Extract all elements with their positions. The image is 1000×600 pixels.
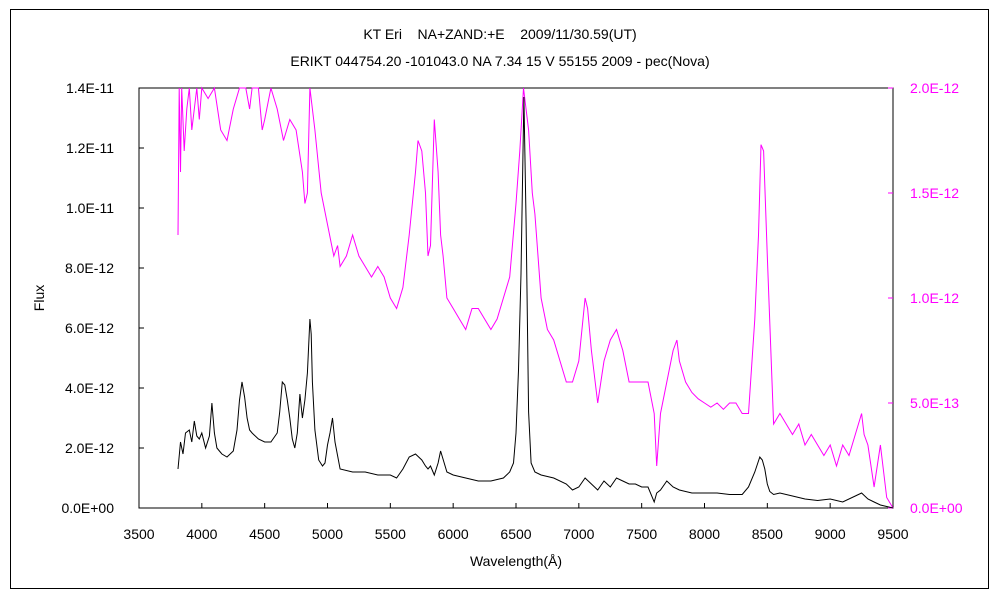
x-tick-label: 5000	[312, 526, 343, 542]
y-axis-ticks: 0.0E+00 2.0E-12 4.0E-12 6.0E-12 8.0E-12 1.0E-…	[61, 80, 144, 516]
y-axis-label: Flux	[31, 285, 47, 311]
y-tick-label: 4.0E-12	[65, 380, 114, 396]
y2-axis-ticks: 0.0E+00 5.0E-13 1.0E-12 1.5E-12 2.0E-12	[888, 80, 963, 516]
x-axis-ticks: 3500 4000 4500 5000 5500 6000 6500 7000 7500 8000…	[123, 503, 909, 542]
y-tick-label: 6.0E-12	[65, 320, 114, 336]
y2-tick-label: 1.5E-12	[910, 185, 959, 201]
x-tick-label: 8500	[752, 526, 783, 542]
x-tick-label: 7000	[563, 526, 594, 542]
x-tick-label: 7500	[626, 526, 657, 542]
x-tick-label: 6000	[438, 526, 469, 542]
chart-subtitle: ERIKT 044754.20 -101043.0 NA 7.34 15 V 5…	[290, 53, 710, 69]
x-tick-label: 5500	[375, 526, 406, 542]
x-tick-label: 4500	[249, 526, 280, 542]
x-tick-label: 3500	[123, 526, 154, 542]
plot-area	[138, 87, 894, 509]
y2-tick-label: 5.0E-13	[910, 395, 959, 411]
y-tick-label: 1.4E-11	[66, 80, 114, 96]
x-tick-label: 4000	[186, 526, 217, 542]
x-tick-label: 6500	[500, 526, 531, 542]
y2-tick-label: 0.0E+00	[910, 500, 963, 516]
y-tick-label: 1.2E-11	[66, 140, 114, 156]
series-line-black	[177, 96, 894, 509]
x-tick-label: 9000	[815, 526, 846, 542]
x-axis-label: Wavelength(Å)	[470, 553, 562, 569]
chart-frame	[10, 9, 989, 589]
y-tick-label: 2.0E-12	[65, 440, 114, 456]
chart-title: KT Eri NA+ZAND:+E 2009/11/30.59(UT)	[363, 26, 637, 42]
series-line-magenta	[177, 86, 894, 509]
y2-tick-label: 1.0E-12	[910, 290, 959, 306]
y2-tick-label: 2.0E-12	[910, 80, 959, 96]
x-tick-label: 9500	[877, 526, 908, 542]
y-tick-label: 8.0E-12	[65, 260, 114, 276]
x-tick-label: 8000	[689, 526, 720, 542]
y-tick-label: 1.0E-11	[66, 200, 114, 216]
y-tick-label: 0.0E+00	[61, 500, 114, 516]
